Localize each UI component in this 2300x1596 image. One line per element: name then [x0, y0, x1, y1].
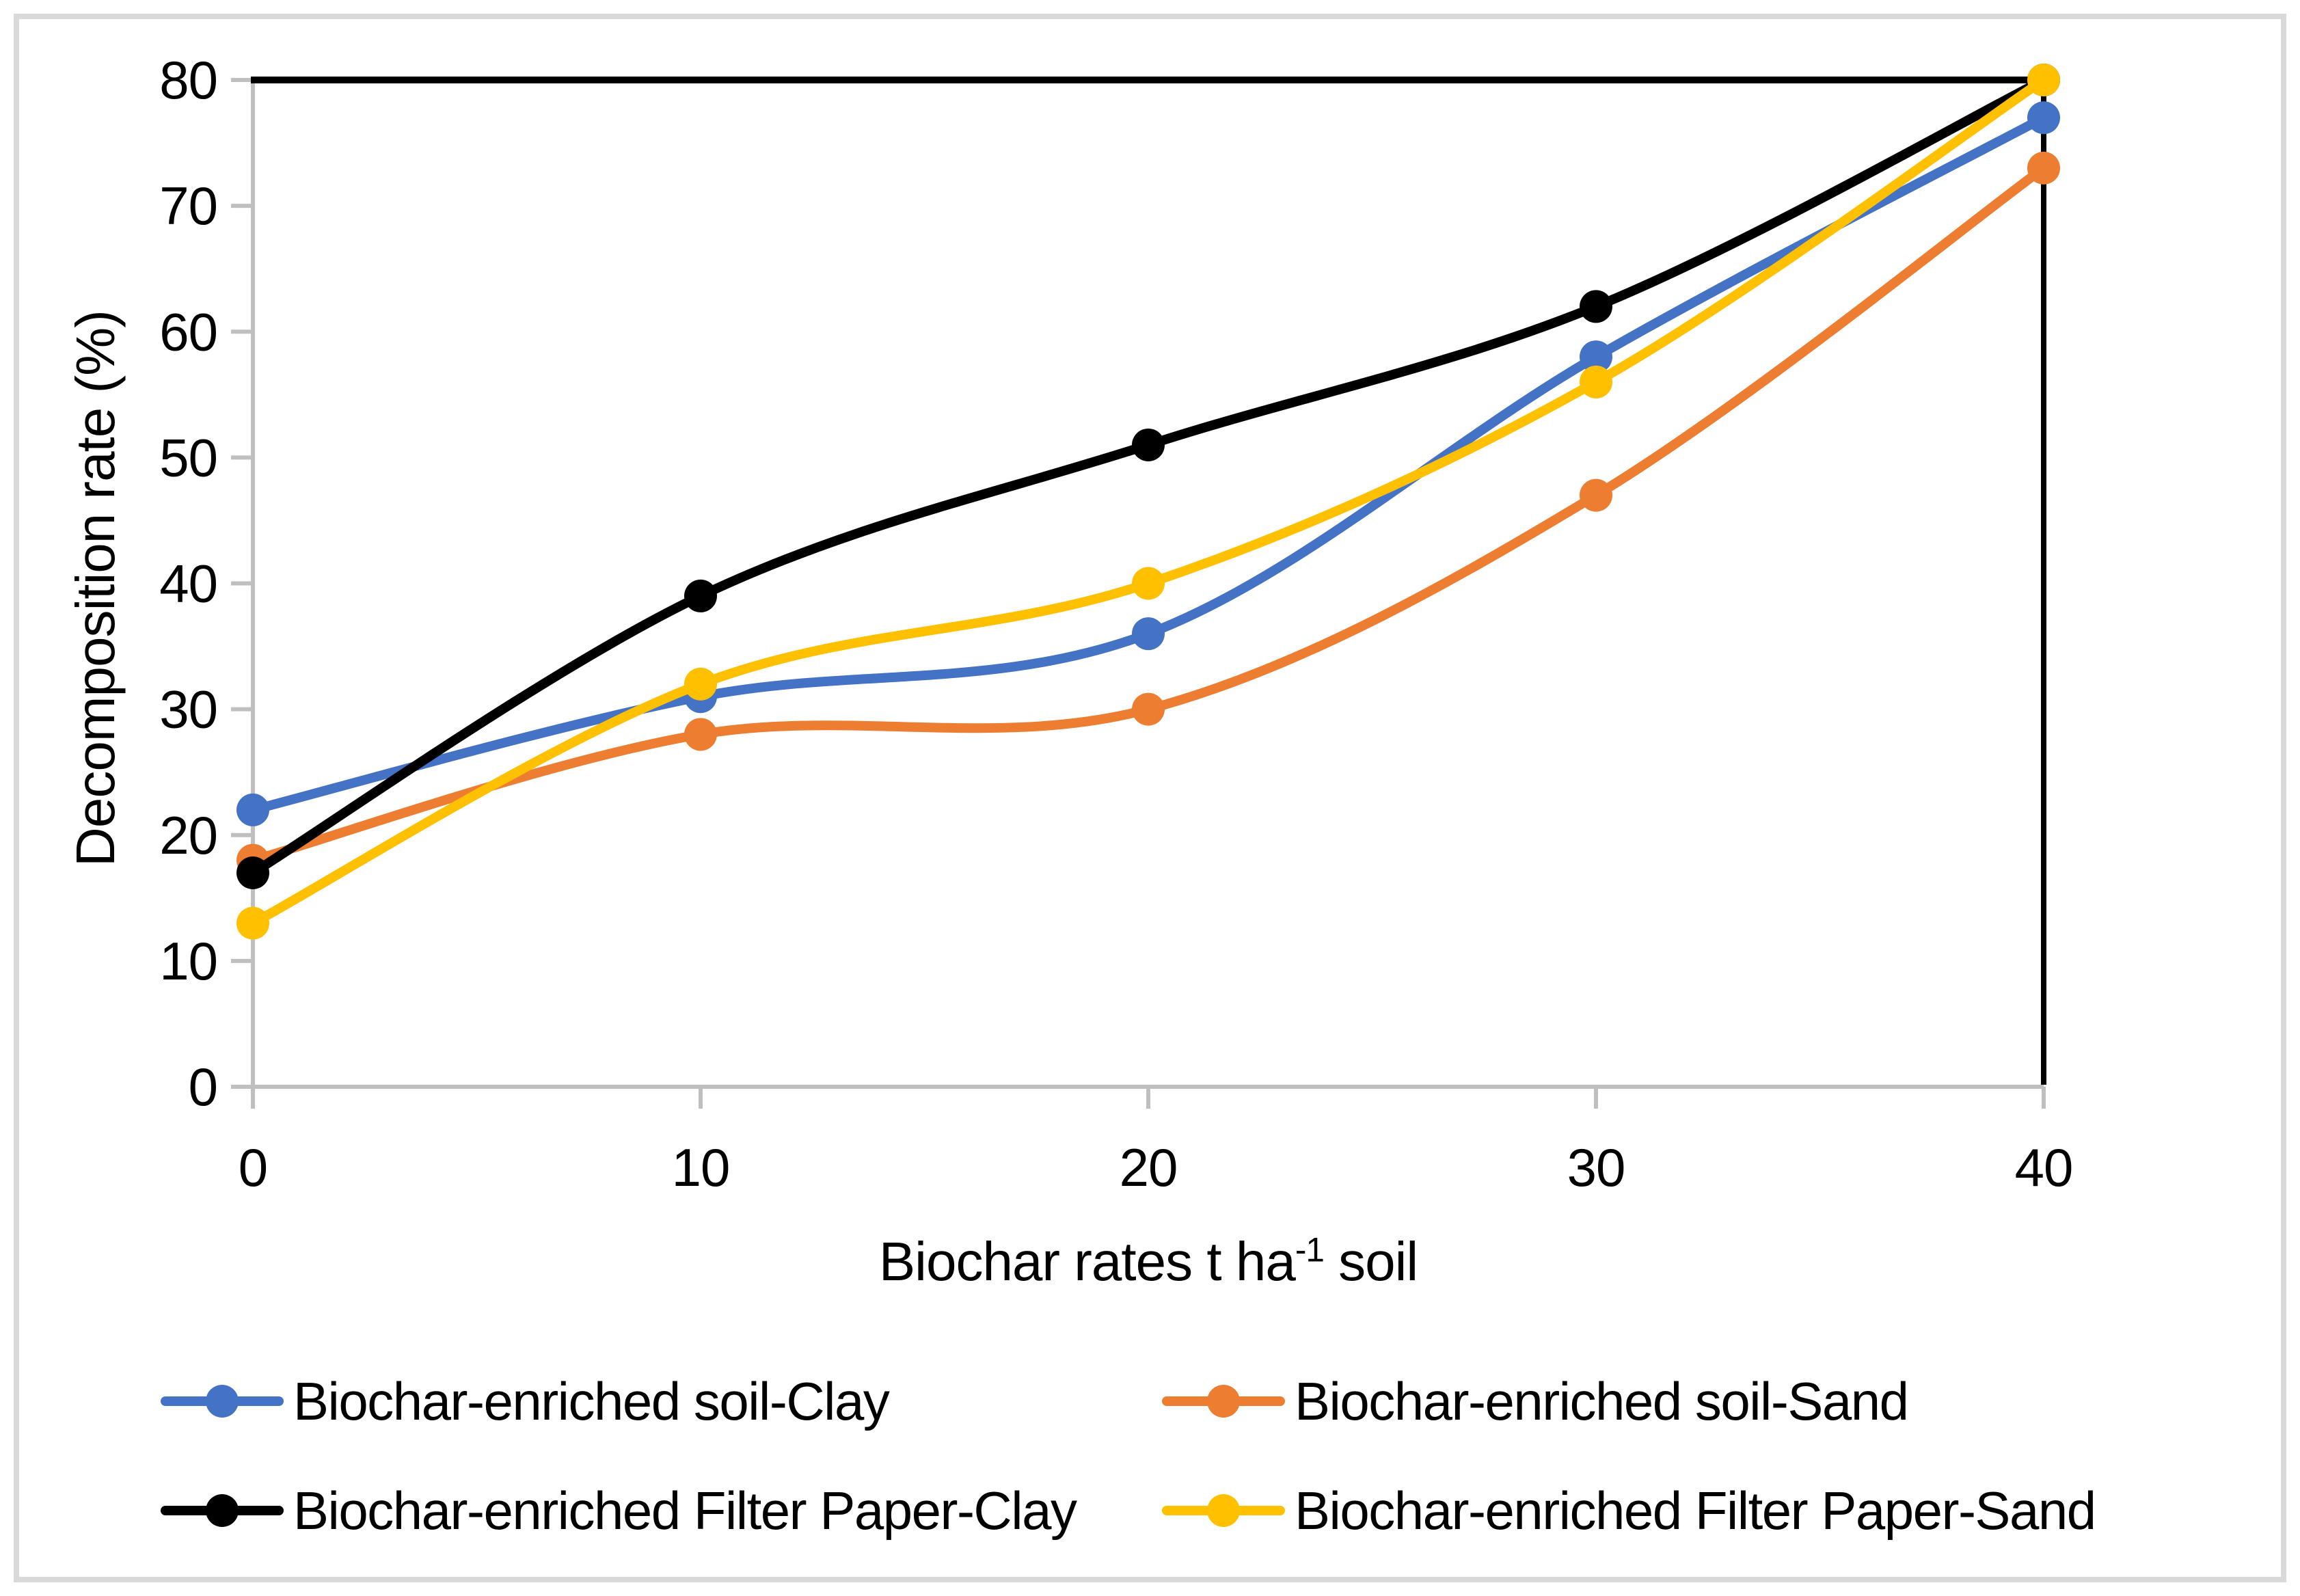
series-marker-2 — [1132, 428, 1165, 461]
series-marker-0 — [1132, 617, 1165, 651]
series-line-2 — [248, 75, 2048, 878]
x-axis-title-suffix: soil — [1323, 1231, 1418, 1292]
x-axis-title-superscript: -1 — [1295, 1230, 1325, 1269]
series-marker-3 — [1580, 365, 1612, 398]
x-axis-title-text: Biochar rates t ha — [878, 1231, 1296, 1292]
y-tick-label: 30 — [159, 679, 217, 740]
series-marker-3 — [236, 906, 269, 940]
series-line-3 — [248, 75, 2048, 928]
x-tick-label: 30 — [1567, 1137, 1625, 1198]
x-tick-label: 10 — [672, 1137, 730, 1198]
y-tick-label: 20 — [159, 805, 217, 865]
series-marker-1 — [684, 718, 717, 751]
series-line-1 — [248, 163, 2048, 865]
series-marker-3 — [684, 667, 717, 701]
y-tick-label: 80 — [159, 50, 217, 110]
series-marker-0 — [236, 793, 269, 826]
series-marker-2 — [684, 579, 717, 612]
x-axis-title: Biochar rates t ha-1 soil — [879, 1230, 1418, 1293]
series-marker-2 — [236, 856, 269, 889]
x-tick-label: 0 — [239, 1137, 267, 1198]
y-tick-label: 50 — [159, 427, 217, 487]
series-marker-1 — [1580, 478, 1612, 512]
y-tick-label: 70 — [159, 176, 217, 236]
series-marker-0 — [1580, 340, 1612, 374]
series-marker-0 — [2027, 101, 2060, 135]
x-tick-label: 40 — [2015, 1137, 2073, 1198]
y-tick-label: 60 — [159, 301, 217, 362]
y-axis-title: Decomposition rate (%) — [65, 310, 126, 867]
series-marker-1 — [2027, 151, 2060, 185]
x-tick-label: 20 — [1120, 1137, 1178, 1198]
y-tick-label: 40 — [159, 554, 217, 614]
series-marker-2 — [1580, 290, 1612, 323]
series-marker-3 — [1132, 567, 1165, 600]
series-marker-3 — [2027, 64, 2060, 96]
series-marker-1 — [1132, 692, 1165, 726]
y-tick-label: 10 — [159, 931, 217, 991]
y-tick-label: 0 — [189, 1057, 217, 1117]
